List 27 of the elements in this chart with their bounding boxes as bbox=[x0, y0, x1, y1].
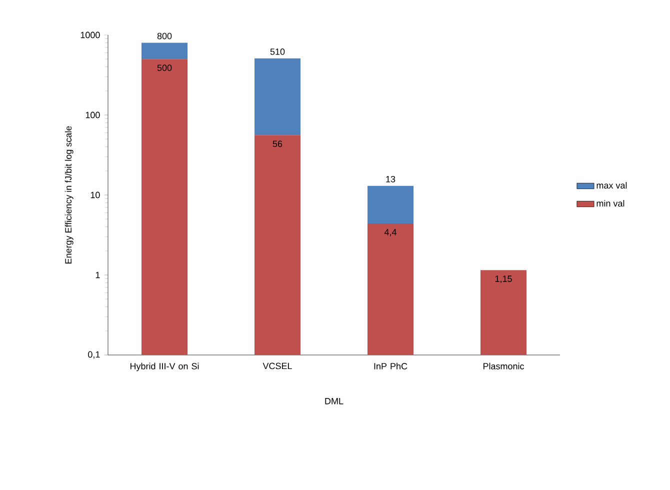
bar bbox=[142, 42, 188, 60]
x-tick-label: VCSEL bbox=[262, 362, 292, 370]
data-label: 500 bbox=[157, 64, 172, 71]
y-tick-label: 1 bbox=[96, 272, 100, 278]
y-tick-label: 100 bbox=[86, 112, 100, 118]
y-tick-label: 0,1 bbox=[88, 351, 100, 359]
y-axis-title: Energy Efficiency in fJ/bit log scale bbox=[64, 126, 74, 264]
bar bbox=[368, 224, 414, 355]
total-label: 510 bbox=[270, 48, 285, 55]
bar bbox=[368, 186, 414, 224]
x-axis-title: DML bbox=[325, 398, 344, 404]
y-tick-label: 1000 bbox=[80, 32, 100, 38]
total-label: 800 bbox=[157, 32, 172, 40]
bar bbox=[480, 270, 526, 355]
data-label: 56 bbox=[272, 140, 282, 148]
bar bbox=[142, 59, 188, 355]
legend-label: max val bbox=[596, 182, 627, 189]
y-tick-label: 10 bbox=[90, 192, 100, 198]
total-label: 13 bbox=[386, 176, 396, 182]
data-label: 1,15 bbox=[495, 276, 512, 284]
x-tick-label: Hybrid III-V on Si bbox=[130, 362, 199, 372]
data-label: 4,4 bbox=[384, 229, 396, 236]
bar bbox=[254, 135, 300, 355]
bar bbox=[254, 58, 300, 136]
x-tick-label: Plasmonic bbox=[483, 362, 524, 370]
legend-label: min val bbox=[596, 200, 624, 207]
x-tick-label: InP PhC bbox=[374, 362, 408, 370]
